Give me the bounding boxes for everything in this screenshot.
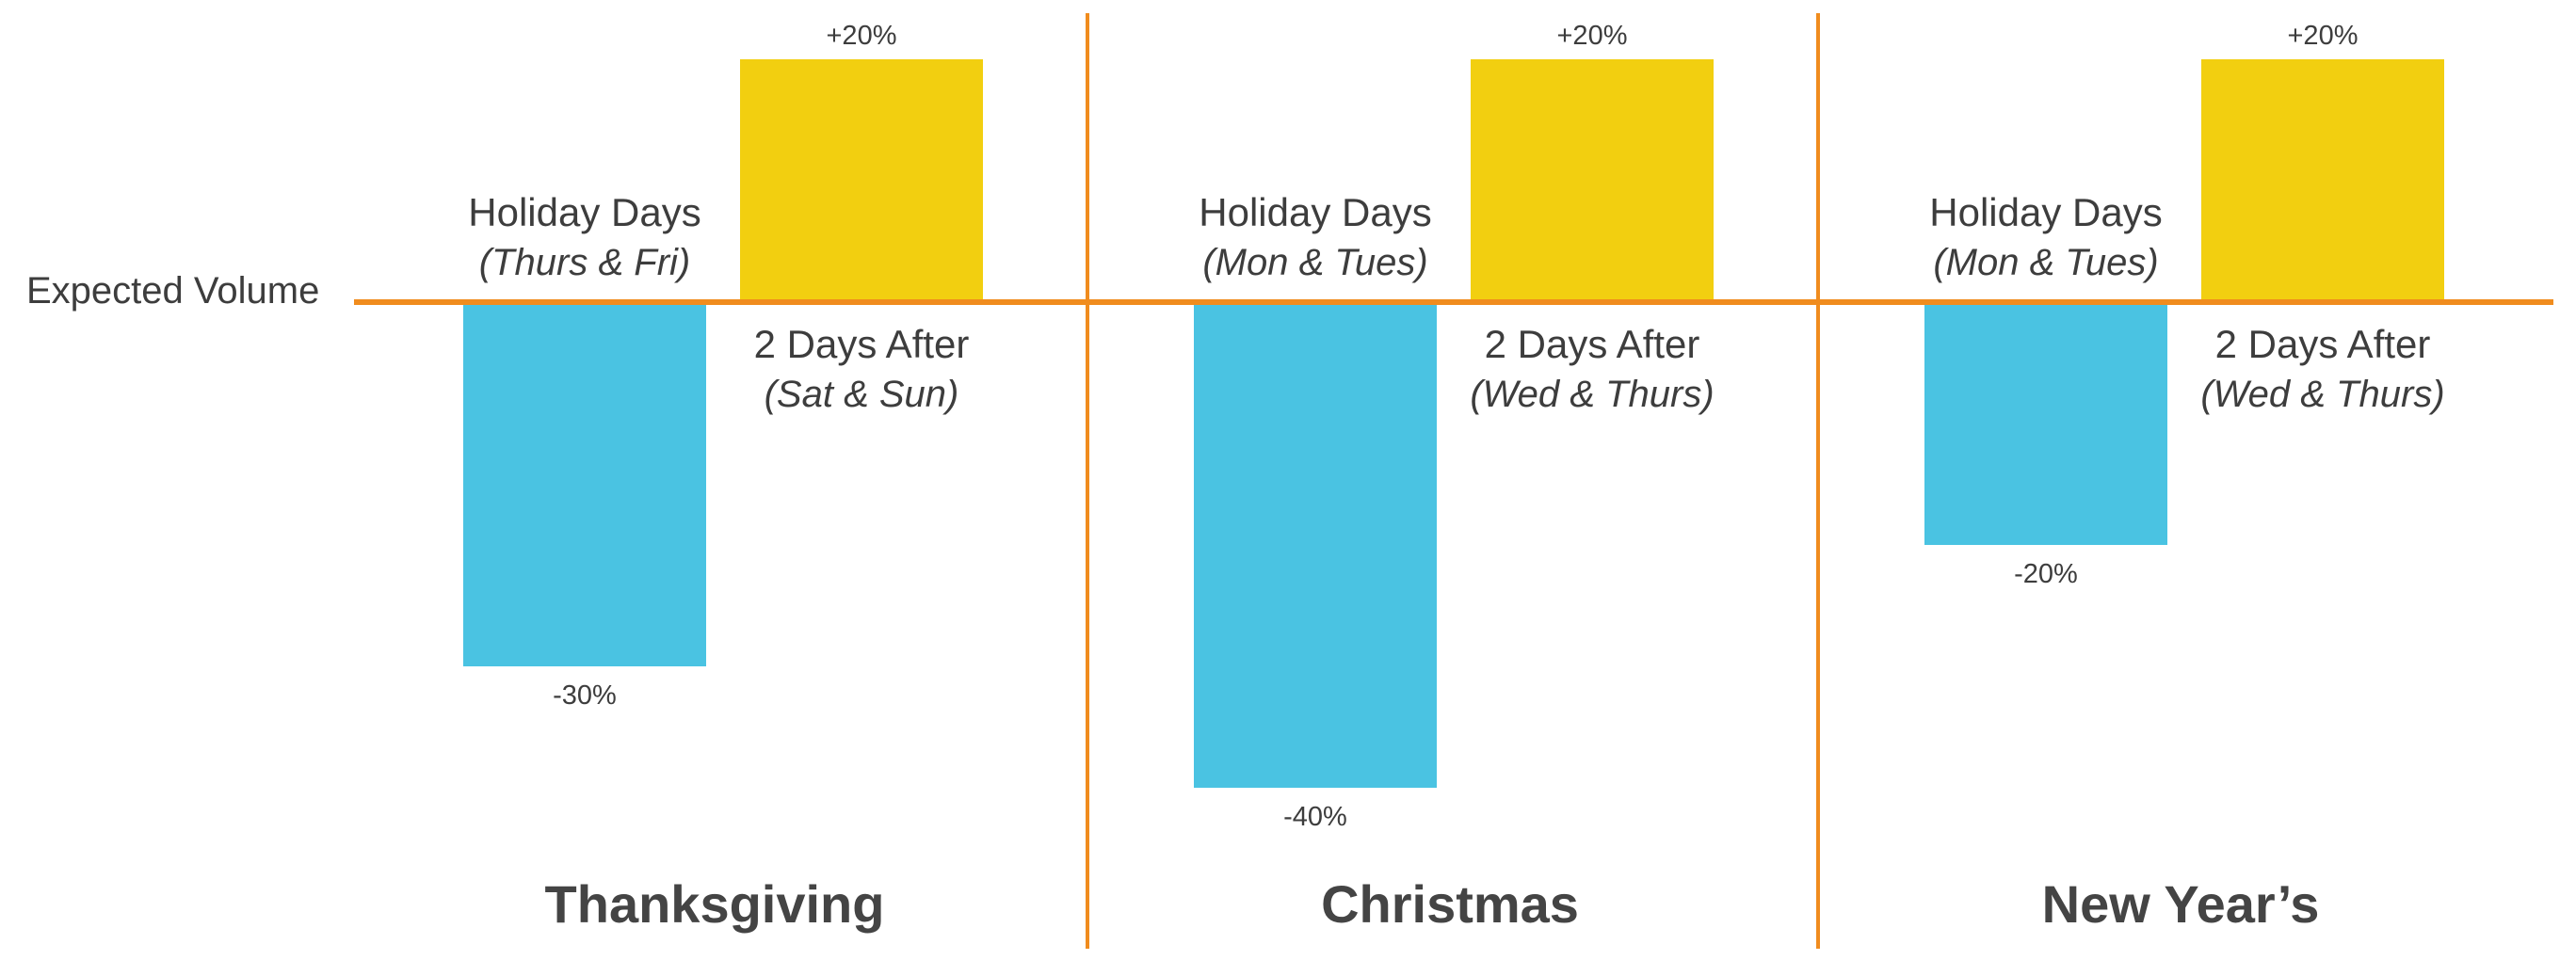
bar-category-label: 2 Days After — [754, 322, 970, 366]
bar-category-label: Holiday Days — [1199, 190, 1431, 234]
days-after-bar — [1471, 59, 1714, 302]
days-after-bar — [740, 59, 983, 302]
bar-category-sublabel: (Wed & Thurs) — [2200, 374, 2444, 415]
bar-category-label: 2 Days After — [1485, 322, 1700, 366]
bar-category-sublabel: (Thurs & Fri) — [479, 242, 690, 283]
group-title: Thanksgiving — [545, 874, 885, 934]
holiday-days-bar — [1924, 302, 2167, 545]
bar-category-label: Holiday Days — [1929, 190, 2162, 234]
group-title: New Year’s — [2042, 874, 2320, 934]
holiday-days-bar — [463, 302, 706, 666]
bar-value-label: +20% — [2288, 21, 2359, 51]
bar-category-label: 2 Days After — [2215, 322, 2431, 366]
bar-value-label: -20% — [2014, 559, 2078, 589]
bar-category-label: Holiday Days — [468, 190, 700, 234]
bar-value-label: -40% — [1283, 802, 1347, 832]
bar-value-label: -30% — [553, 680, 617, 711]
expected-volume-label: Expected Volume — [26, 270, 319, 312]
bar-value-label: +20% — [1557, 21, 1628, 51]
holiday-days-bar — [1194, 302, 1437, 788]
bar-category-sublabel: (Wed & Thurs) — [1470, 374, 1714, 415]
bar-category-sublabel: (Mon & Tues) — [1933, 242, 2158, 283]
bar-value-label: +20% — [827, 21, 897, 51]
group-title: Christmas — [1321, 874, 1579, 934]
bar-category-sublabel: (Mon & Tues) — [1202, 242, 1427, 283]
bar-category-sublabel: (Sat & Sun) — [765, 374, 959, 415]
days-after-bar — [2201, 59, 2444, 302]
